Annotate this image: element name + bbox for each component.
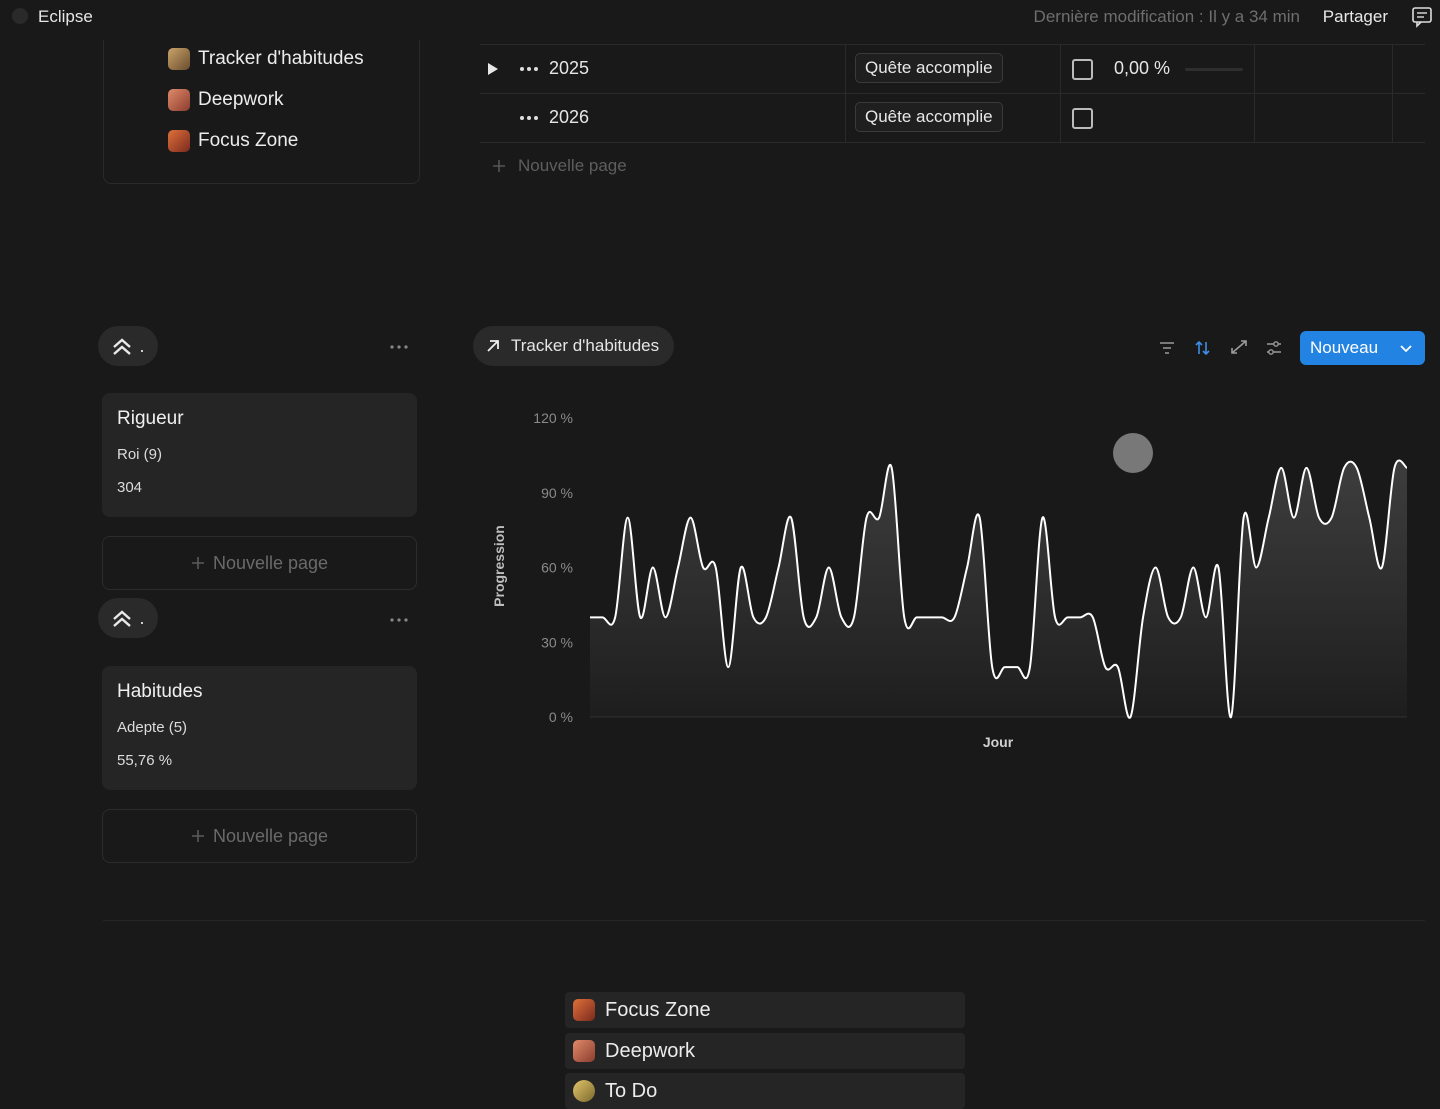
y-tick-label: 30 %	[541, 634, 573, 650]
row-name[interactable]: 2026	[549, 107, 590, 127]
y-tick-label: 120 %	[533, 410, 573, 426]
link-icon	[573, 1040, 595, 1062]
filter-icon[interactable]	[1160, 342, 1174, 354]
new-page-text[interactable]: Nouvelle page	[212, 552, 329, 573]
board-card[interactable]: Habitudes Adepte (5) 55,76 %	[102, 666, 417, 790]
y-axis-label: Progression	[491, 525, 507, 607]
table-column-line	[1254, 44, 1255, 142]
group-label: .	[139, 607, 145, 628]
view-tab-text[interactable]: Tracker d'habitudes	[511, 336, 660, 355]
link-box	[103, 40, 420, 184]
card-value: 304	[117, 479, 143, 496]
cursor	[1113, 433, 1153, 473]
settings-icon[interactable]	[1267, 341, 1281, 355]
new-button-text[interactable]: Nouveau	[1310, 338, 1379, 357]
x-axis-label: Jour	[983, 734, 1014, 750]
checkbox[interactable]	[1072, 59, 1093, 80]
status-tag: Quête accomplie	[855, 102, 1003, 132]
y-tick-label: 60 %	[541, 560, 573, 576]
card-title: Habitudes	[117, 681, 203, 702]
plus-icon	[191, 557, 204, 569]
group-more[interactable]	[389, 344, 409, 350]
workspace-name[interactable]: Eclipse	[38, 7, 93, 26]
expand-toggle[interactable]	[486, 62, 500, 76]
card-title: Rigueur	[117, 408, 184, 429]
new-page-button[interactable]: Nouvelle page	[102, 536, 417, 590]
table-line	[480, 44, 1425, 45]
link[interactable]: Deepwork	[168, 89, 284, 111]
table-column-line	[1060, 44, 1061, 142]
progress-bar	[1185, 68, 1243, 71]
y-tick-label: 0 %	[549, 709, 573, 725]
link-icon	[168, 48, 190, 70]
link-text[interactable]: Focus Zone	[605, 998, 711, 1021]
bottom-link[interactable]: Focus Zone	[565, 992, 965, 1028]
row-name[interactable]: 2025	[549, 58, 590, 78]
link[interactable]: Tracker d'habitudes	[168, 48, 364, 70]
group-label: .	[139, 335, 145, 356]
plus-icon	[191, 830, 204, 842]
workspace-icon	[12, 8, 28, 24]
line-area	[590, 460, 1407, 718]
new-page-button[interactable]: Nouvelle page	[102, 809, 417, 863]
group-icon	[113, 610, 132, 627]
group-icon	[113, 338, 132, 355]
link-icon	[573, 999, 595, 1021]
line-series	[590, 459, 1408, 719]
group-header[interactable]: .	[98, 326, 158, 366]
y-tick-label: 90 %	[541, 485, 573, 501]
link-icon	[168, 130, 190, 152]
last-edit: Dernière modification : Il y a 34 min	[1033, 7, 1300, 26]
checkbox[interactable]	[1072, 108, 1093, 129]
card-level: Adepte (5)	[117, 719, 188, 736]
group-more[interactable]	[389, 617, 409, 623]
table-line	[480, 93, 1425, 94]
link-text[interactable]: Focus Zone	[198, 130, 299, 151]
table-column-line	[845, 44, 846, 142]
more-icon[interactable]	[519, 115, 541, 121]
link-arrow	[487, 340, 499, 352]
board-card[interactable]: Rigueur Roi (9) 304	[102, 393, 417, 517]
card-value: 55,76 %	[117, 752, 173, 769]
link[interactable]: Focus Zone	[168, 130, 298, 152]
group-header[interactable]: .	[98, 598, 158, 638]
sort-icon[interactable]	[1195, 340, 1210, 356]
comments-icon[interactable]	[1411, 6, 1433, 28]
progress-text: 0,00 %	[1114, 58, 1171, 78]
status-tag: Quête accomplie	[855, 53, 1003, 83]
bottom-link[interactable]: To Do	[565, 1073, 965, 1109]
link-text[interactable]: Deepwork	[198, 89, 284, 110]
card-level: Roi (9)	[117, 446, 163, 463]
link-icon	[573, 1080, 595, 1102]
expand-icon[interactable]	[1231, 340, 1247, 354]
link-text[interactable]: Tracker d'habitudes	[198, 48, 364, 69]
bottom-link[interactable]: Deepwork	[565, 1033, 965, 1069]
link-text[interactable]: To Do	[605, 1079, 658, 1102]
plus-icon	[493, 160, 505, 172]
link-icon	[168, 89, 190, 111]
table-line	[480, 142, 1425, 143]
share-button[interactable]: Partager	[1322, 7, 1388, 26]
dropdown-icon[interactable]	[1396, 338, 1416, 358]
new-page-text[interactable]: Nouvelle page	[212, 825, 329, 846]
view-tab[interactable]: Tracker d'habitudes	[473, 326, 675, 366]
more-icon[interactable]	[519, 66, 541, 72]
new-button[interactable]: Nouveau	[1300, 331, 1425, 365]
chart: Progression Jour 0 % 30 % 60 % 90 % 120 %	[491, 410, 1408, 750]
link-text[interactable]: Deepwork	[605, 1039, 696, 1062]
table-column-line	[1392, 44, 1393, 142]
divider	[103, 920, 1425, 921]
view-toolbar	[1160, 340, 1281, 356]
new-page[interactable]: Nouvelle page	[518, 156, 627, 175]
